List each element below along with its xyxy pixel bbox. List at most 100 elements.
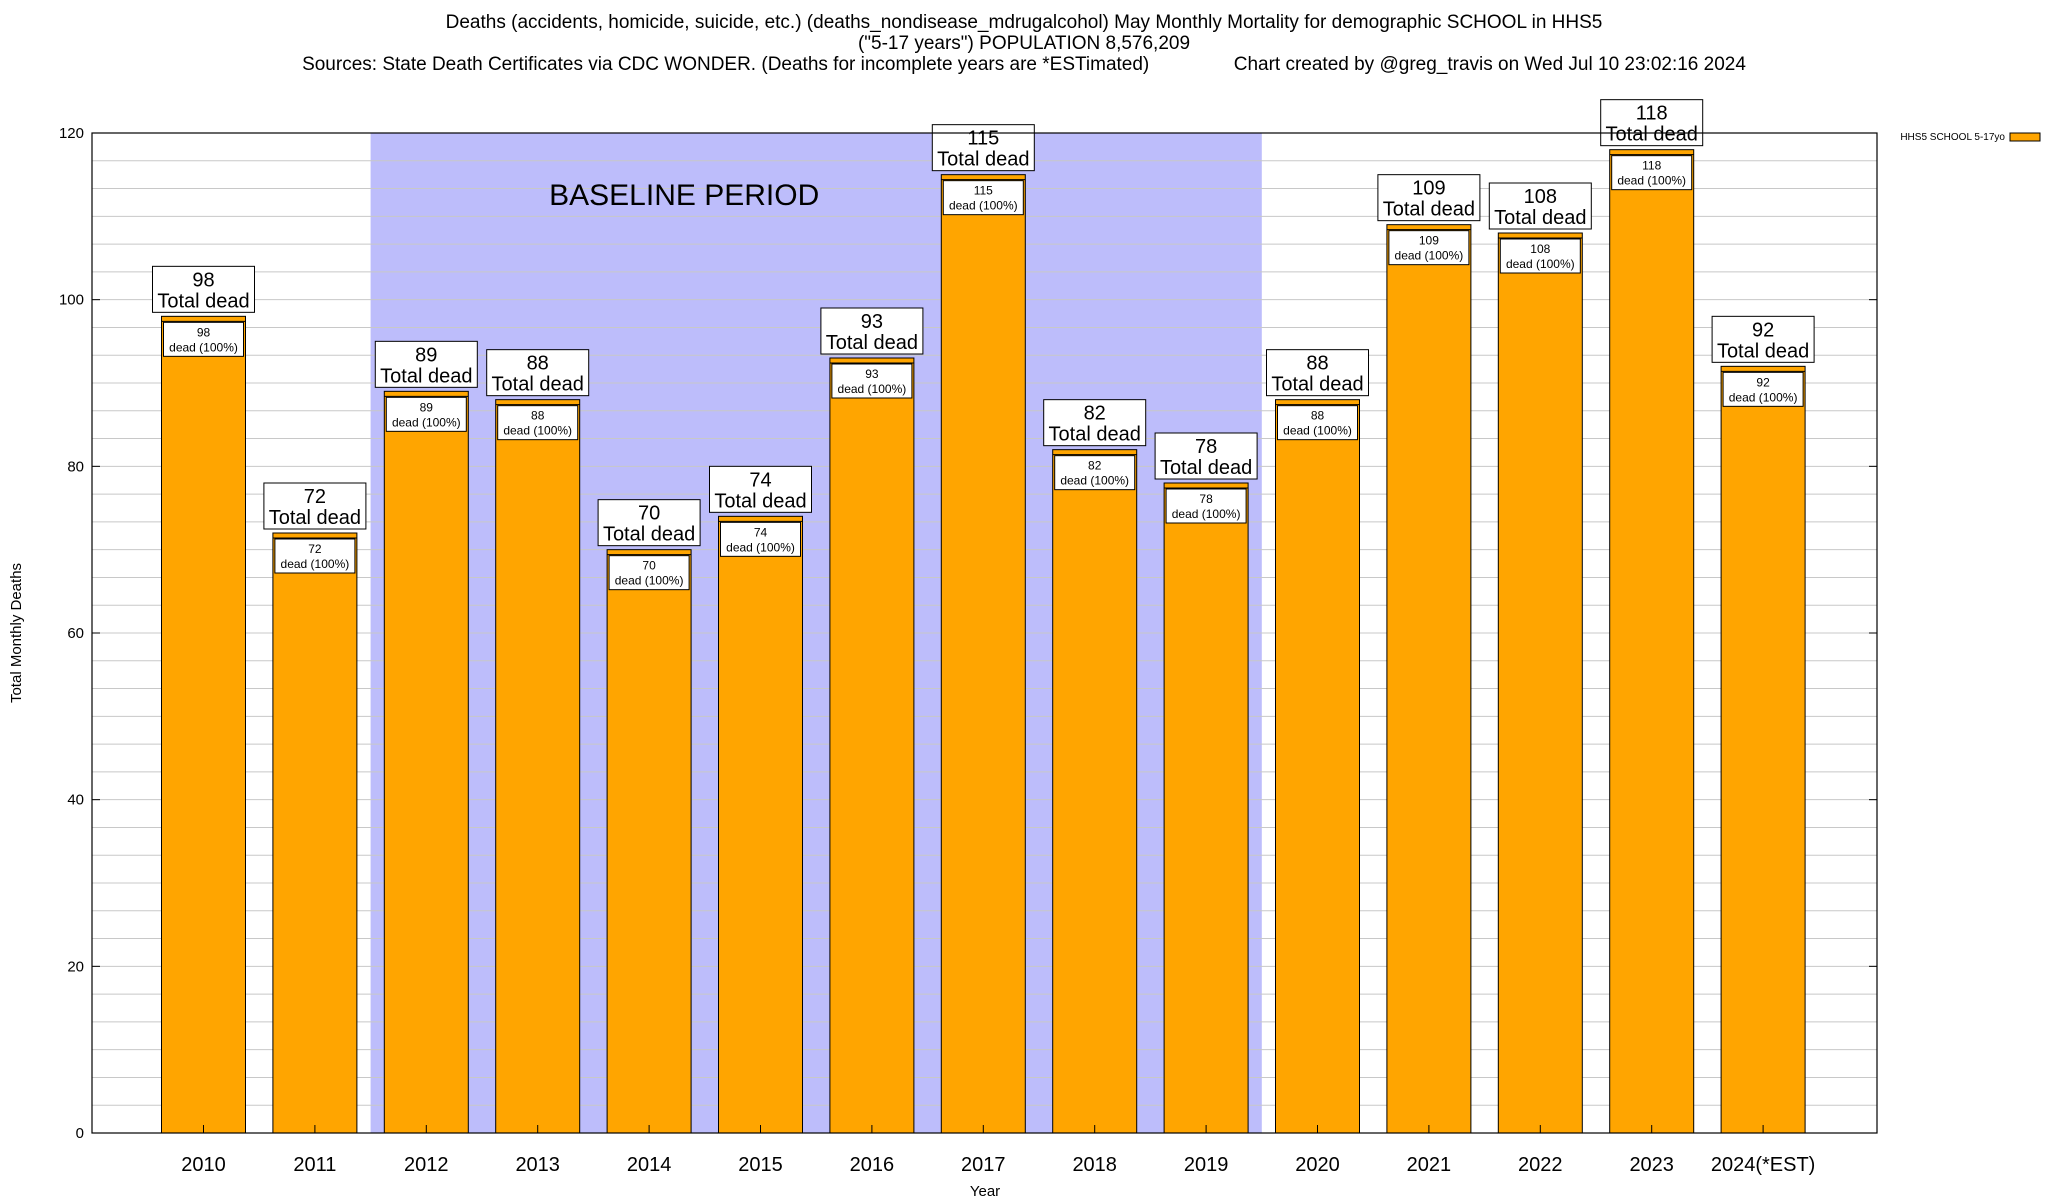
total-label-box — [1154, 432, 1258, 480]
total-label-value: 93 — [861, 311, 883, 333]
chart-sources-line: Sources: State Death Certificates via CD… — [302, 54, 1746, 75]
inner-label-value: 115 — [974, 184, 993, 198]
total-label-box — [152, 265, 255, 313]
inner-label-box — [385, 396, 467, 432]
inner-label-text: dead (100%) — [1506, 257, 1575, 271]
inner-label-value: 88 — [1311, 409, 1325, 423]
x-tick-label: 2022 — [1518, 1154, 1563, 1176]
total-label-value: 72 — [304, 486, 326, 508]
inner-label-box — [608, 555, 690, 591]
inner-label-text: dead (100%) — [1060, 474, 1129, 488]
total-label-box — [263, 482, 367, 530]
total-label-value: 88 — [527, 353, 549, 375]
inner-label-box — [720, 521, 801, 557]
inner-label-box — [1277, 405, 1358, 441]
inner-label-box — [497, 405, 579, 441]
inner-label-text: dead (100%) — [1395, 249, 1464, 263]
inner-label-value: 70 — [642, 559, 656, 573]
total-label-box — [709, 465, 812, 513]
inner-label-box — [1388, 230, 1470, 266]
total-label-text: Total dead — [492, 374, 584, 396]
bar — [1720, 365, 1806, 1134]
total-label-value: 98 — [192, 269, 214, 291]
inner-label-value: 89 — [420, 400, 434, 414]
x-tick-label: 2015 — [738, 1154, 783, 1176]
total-label-box — [1377, 174, 1481, 222]
inner-label-value: 88 — [531, 409, 545, 423]
total-label-text: Total dead — [1717, 340, 1809, 362]
bar — [1163, 482, 1249, 1134]
total-label-box — [1488, 182, 1592, 230]
y-tick-label: 80 — [67, 458, 84, 475]
inner-label-text: dead (100%) — [392, 415, 461, 429]
total-label-box — [1600, 99, 1704, 147]
inner-label-text: dead (100%) — [615, 574, 684, 588]
x-tick-label: 2021 — [1407, 1154, 1452, 1176]
chart-title-line-2: ("5-17 years") POPULATION 8,576,209 — [857, 33, 1191, 54]
plot-frame — [91, 132, 1878, 1134]
x-tick-label: 2018 — [1072, 1154, 1117, 1176]
total-label-value: 115 — [967, 128, 999, 150]
total-label-box — [931, 124, 1035, 172]
inner-label-box — [1499, 238, 1581, 274]
bar — [829, 357, 915, 1134]
total-label-value: 89 — [415, 344, 437, 366]
total-label-text: Total dead — [714, 490, 806, 512]
x-tick-label: 2024(*EST) — [1711, 1154, 1816, 1176]
total-label-value: 88 — [1306, 353, 1328, 375]
inner-label-text: dead (100%) — [726, 540, 795, 554]
inner-label-text: dead (100%) — [1283, 424, 1352, 438]
inner-label-value: 109 — [1419, 234, 1439, 248]
bar — [940, 174, 1026, 1134]
total-label-text: Total dead — [1494, 207, 1586, 229]
inner-label-text: dead (100%) — [838, 382, 907, 396]
total-label-text: Total dead — [1160, 457, 1252, 479]
inner-label-box — [163, 321, 244, 357]
total-label-box — [1266, 349, 1369, 397]
inner-label-text: dead (100%) — [949, 199, 1018, 213]
bar — [1497, 232, 1583, 1134]
x-tick-label: 2019 — [1184, 1154, 1229, 1176]
total-label-text: Total dead — [269, 507, 361, 529]
y-tick-label: 100 — [59, 292, 84, 309]
inner-label-box — [942, 180, 1024, 216]
total-label-value: 108 — [1524, 186, 1557, 208]
bar — [495, 399, 581, 1134]
inner-label-value: 72 — [308, 542, 322, 556]
inner-label-box — [1722, 371, 1804, 407]
inner-label-box — [1054, 455, 1136, 491]
y-tick-label: 20 — [67, 958, 84, 975]
inner-label-box — [831, 363, 913, 399]
total-label-text: Total dead — [826, 332, 918, 354]
x-tick-label: 2023 — [1629, 1154, 1674, 1176]
inner-label-box — [1611, 155, 1693, 191]
inner-label-text: dead (100%) — [503, 424, 572, 438]
bar — [1275, 399, 1360, 1134]
y-tick-label: 120 — [59, 125, 84, 142]
x-tick-label: 2016 — [850, 1154, 895, 1176]
total-label-text: Total dead — [1606, 124, 1698, 146]
inner-label-value: 93 — [865, 367, 879, 381]
y-tick-label: 0 — [76, 1125, 84, 1142]
inner-label-value: 92 — [1756, 375, 1770, 389]
total-label-value: 92 — [1752, 319, 1774, 341]
inner-label-box — [1165, 488, 1247, 524]
total-label-box — [1711, 315, 1815, 363]
bar — [383, 390, 469, 1134]
bar — [1609, 149, 1695, 1134]
total-label-text: Total dead — [1049, 424, 1141, 446]
total-label-text: Total dead — [1271, 374, 1363, 396]
baseline-period-label: BASELINE PERIOD — [549, 179, 819, 212]
total-label-value: 70 — [638, 503, 660, 525]
inner-label-text: dead (100%) — [281, 557, 350, 571]
total-label-box — [597, 499, 701, 547]
y-tick-label: 60 — [67, 625, 84, 642]
inner-label-value: 74 — [754, 525, 768, 539]
total-label-value: 118 — [1636, 103, 1668, 125]
x-tick-label: 2014 — [627, 1154, 672, 1176]
inner-label-value: 78 — [1199, 492, 1213, 506]
x-axis-title: Year — [970, 1183, 1000, 1200]
inner-label-text: dead (100%) — [169, 340, 238, 354]
total-label-box — [1043, 399, 1147, 447]
